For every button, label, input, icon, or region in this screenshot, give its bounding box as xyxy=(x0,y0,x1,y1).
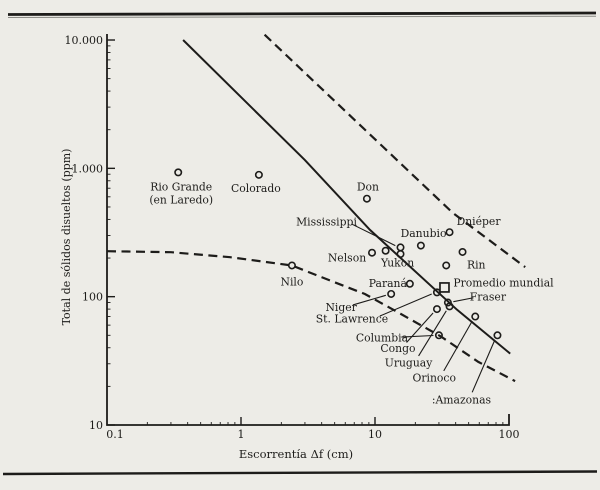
data-point-nelson xyxy=(368,248,377,257)
leader-line-niger xyxy=(352,294,386,306)
data-point-promedio-mundial xyxy=(439,282,450,293)
point-label-niger: Niger xyxy=(325,301,357,314)
y-tick-label: 1.000 xyxy=(72,162,104,175)
top-rule-shadow xyxy=(7,15,597,18)
data-point-rin xyxy=(442,261,451,270)
data-point-nilo xyxy=(287,261,296,270)
point-label-colorado: Colorado xyxy=(231,182,281,195)
leader-line-fraser xyxy=(453,297,474,303)
data-point-uruguay xyxy=(445,302,454,311)
axes: 0.1 1 10 100 10 100 1.000 10.000 xyxy=(65,34,520,441)
data-points xyxy=(174,168,502,340)
point-label-dni-per: Dniéper xyxy=(457,215,502,228)
point-label-nilo: Nilo xyxy=(281,275,304,288)
bottom-rule xyxy=(2,470,598,476)
point-label-mississippi: Mississippi xyxy=(296,215,357,228)
leader-line-congo xyxy=(406,312,434,343)
x-tick-label: 0.1 xyxy=(106,428,124,441)
data-point-orinoco xyxy=(471,312,480,321)
point-labels: Rio Grande(en Laredo) Colorado Don Mississi… xyxy=(149,180,554,406)
point-label-orinoco: Orinoco xyxy=(413,372,456,385)
data-point-danubio xyxy=(445,228,454,237)
data-point-dni-per xyxy=(458,247,467,256)
point-label-rio-grande-en-laredo: (en Laredo) xyxy=(149,193,213,206)
x-tick-label: 10 xyxy=(368,428,382,441)
trend-line-solid xyxy=(182,39,511,355)
point-label-don: Don xyxy=(357,181,379,194)
y-axis-title: Total de sólidos disueltos (ppm) xyxy=(60,149,73,326)
axis-frame xyxy=(106,34,510,426)
point-label-uruguay: Uruguay xyxy=(385,356,434,369)
trend-line-dashed xyxy=(106,250,516,383)
leader-line-columbia xyxy=(401,334,434,338)
data-point-unlabeled xyxy=(416,241,425,250)
trend-lines xyxy=(106,33,526,383)
y-tick-label: 100 xyxy=(82,291,103,304)
leader-lines xyxy=(351,223,496,393)
leader-line-amazonas xyxy=(471,339,496,393)
x-tick-label: 100 xyxy=(499,428,520,441)
leader-line-st-lawrence xyxy=(379,293,432,317)
data-point-columbia xyxy=(434,331,443,340)
y-tick-label: 10 xyxy=(89,419,103,432)
point-label-amazonas: :Amazonas xyxy=(432,393,491,406)
data-point-yukon xyxy=(381,246,390,255)
trend-line-dashed xyxy=(263,33,526,268)
point-label-danubio: Danubio xyxy=(401,227,447,240)
data-point-congo xyxy=(432,305,441,314)
point-label-st-lawrence: St. Lawrence xyxy=(316,312,388,325)
point-label-fraser: Fraser xyxy=(470,291,507,304)
top-rule xyxy=(7,11,597,16)
data-point-colorado xyxy=(254,170,263,179)
data-point-paran xyxy=(405,279,414,288)
point-label-promedio-mundial: Promedio mundial xyxy=(453,276,554,289)
data-point-fraser xyxy=(443,298,452,307)
point-label-nelson: Nelson xyxy=(328,252,366,265)
point-label-congo: Congo xyxy=(380,342,415,355)
data-point-don xyxy=(362,194,371,203)
point-label-paran: Paraná xyxy=(369,277,408,290)
leader-line-uruguay xyxy=(418,310,447,357)
data-point-unlabeled xyxy=(396,250,405,259)
data-point-rio-grande-en-laredo xyxy=(174,168,183,177)
point-label-columbia: Columbia xyxy=(356,331,409,344)
data-point-amazonas xyxy=(493,331,502,340)
data-point-st-lawrence xyxy=(432,288,441,297)
x-axis-title: Escorrentía Δf (cm) xyxy=(239,447,353,461)
data-point-niger xyxy=(387,289,396,298)
x-tick-label: 1 xyxy=(238,428,245,441)
leader-line-mississippi xyxy=(351,223,396,247)
point-label-rio-grande-en-laredo: Rio Grande xyxy=(150,180,212,193)
leader-line-orinoco xyxy=(443,320,473,372)
page-rules xyxy=(2,11,598,476)
y-tick-label: 10.000 xyxy=(65,34,104,47)
point-label-yukon: Yukon xyxy=(380,257,414,270)
point-label-rin: Rin xyxy=(467,258,486,271)
